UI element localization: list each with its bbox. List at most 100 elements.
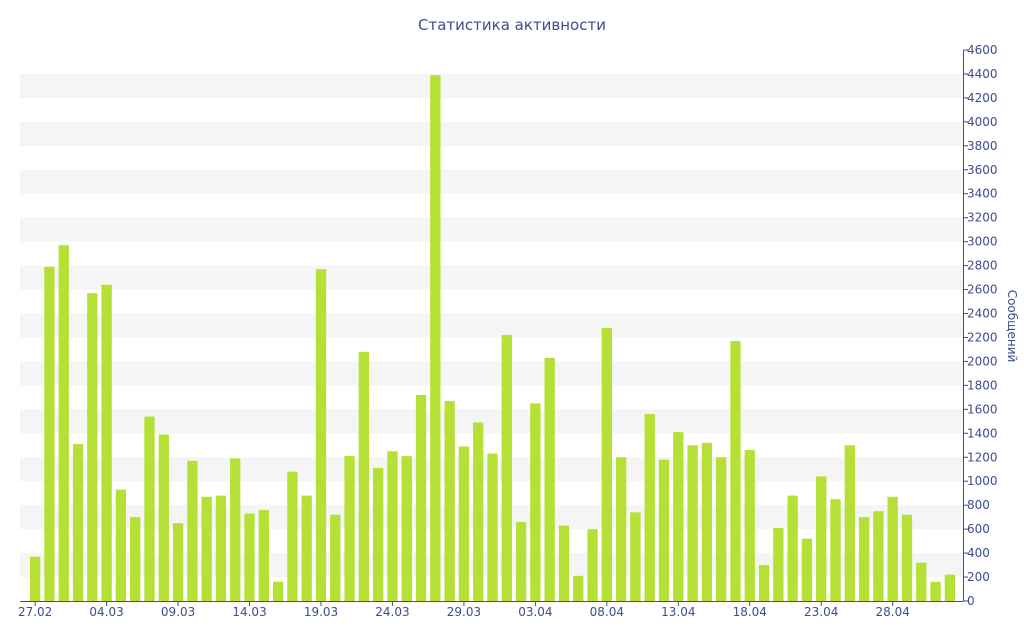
- bar: [444, 400, 455, 601]
- bar: [130, 517, 141, 601]
- bar: [544, 357, 555, 601]
- bar: [344, 456, 355, 601]
- bar: [101, 284, 112, 601]
- bar: [744, 450, 755, 601]
- bar: [230, 458, 241, 601]
- x-tick-label: 14.03: [232, 605, 266, 619]
- bar: [158, 434, 169, 601]
- y-tick-label: 1000: [967, 474, 998, 488]
- y-tick-label: 200: [967, 570, 990, 584]
- x-tick-label: 13.04: [661, 605, 695, 619]
- bar: [272, 581, 284, 601]
- bar: [687, 445, 698, 601]
- bar: [415, 394, 427, 601]
- grid-band: [20, 265, 963, 290]
- bar: [187, 460, 198, 601]
- bar: [244, 513, 255, 601]
- y-tick-label: 0: [967, 594, 975, 608]
- bar: [716, 457, 727, 601]
- bar: [601, 327, 612, 601]
- y-tick-label: 1800: [967, 378, 998, 392]
- bar: [615, 457, 627, 601]
- bar: [373, 468, 384, 601]
- x-tick-label: 24.03: [375, 605, 409, 619]
- bar: [944, 574, 955, 601]
- bar: [673, 432, 684, 601]
- bar: [401, 456, 412, 601]
- bar: [430, 75, 441, 601]
- bar: [387, 451, 398, 601]
- y-tick-label: 4000: [967, 115, 998, 129]
- grid-band: [20, 409, 963, 434]
- bar: [115, 489, 127, 601]
- bar: [287, 471, 298, 601]
- y-tick-label: 2000: [967, 354, 998, 368]
- bar: [658, 459, 670, 601]
- grid-band: [20, 169, 963, 194]
- bar: [801, 538, 813, 601]
- bar: [816, 476, 827, 601]
- bar: [458, 446, 470, 601]
- bar: [558, 525, 570, 601]
- bar: [830, 499, 841, 601]
- x-tick-label: 23.04: [804, 605, 838, 619]
- bar: [930, 581, 941, 601]
- bar: [844, 445, 855, 601]
- y-tick-label: 800: [967, 498, 990, 512]
- bar: [773, 527, 784, 601]
- grid-band: [20, 217, 963, 242]
- y-tick-label: 3400: [967, 187, 998, 201]
- bar: [530, 403, 541, 601]
- y-tick-label: 3600: [967, 163, 998, 177]
- bar: [501, 335, 512, 601]
- bar: [873, 511, 884, 601]
- y-tick-label: 1600: [967, 402, 998, 416]
- bar: [215, 495, 227, 601]
- bar: [887, 496, 898, 601]
- bar: [630, 512, 641, 601]
- x-tick-label: 19.03: [304, 605, 338, 619]
- y-tick-label: 4200: [967, 91, 998, 105]
- bar: [301, 495, 312, 601]
- x-tick-label: 09.03: [161, 605, 195, 619]
- y-tick-label: 4400: [967, 67, 998, 81]
- axes: [20, 50, 964, 602]
- bar: [916, 562, 927, 601]
- bar: [201, 496, 212, 601]
- bar: [44, 266, 55, 601]
- y-tick-label: 2400: [967, 307, 998, 321]
- bar: [172, 523, 184, 601]
- x-tick-label: 27.02: [18, 605, 52, 619]
- y-tick-label: 1200: [967, 450, 998, 464]
- x-axis-ticks: 27.02 04.03 09.03 14.03 19.03 24.03 29.03 03.04…: [18, 601, 910, 619]
- bar: [72, 444, 84, 601]
- bar: [787, 495, 798, 601]
- x-tick-label: 04.03: [89, 605, 123, 619]
- x-tick-label: 08.04: [590, 605, 624, 619]
- y-tick-label: 3800: [967, 139, 998, 153]
- y-tick-label: 400: [967, 546, 990, 560]
- bar: [30, 556, 41, 601]
- bar: [87, 293, 98, 601]
- bar: [587, 529, 598, 601]
- bars: [30, 75, 955, 601]
- bar: [730, 341, 741, 601]
- y-axis-title: Сообщений: [1005, 290, 1019, 363]
- bar: [258, 509, 269, 601]
- y-tick-label: 2200: [967, 330, 998, 344]
- x-tick-label: 03.04: [518, 605, 552, 619]
- bar: [701, 442, 713, 601]
- bar: [144, 416, 155, 601]
- bar: [573, 575, 584, 601]
- y-tick-label: 4600: [967, 43, 998, 57]
- bar: [515, 521, 527, 601]
- y-tick-label: 2600: [967, 283, 998, 297]
- bar: [330, 514, 341, 601]
- y-tick-label: 3200: [967, 211, 998, 225]
- bar: [858, 517, 870, 601]
- y-tick-label: 1400: [967, 426, 998, 440]
- x-tick-label: 29.03: [447, 605, 481, 619]
- bar: [758, 565, 770, 601]
- bar: [487, 453, 498, 601]
